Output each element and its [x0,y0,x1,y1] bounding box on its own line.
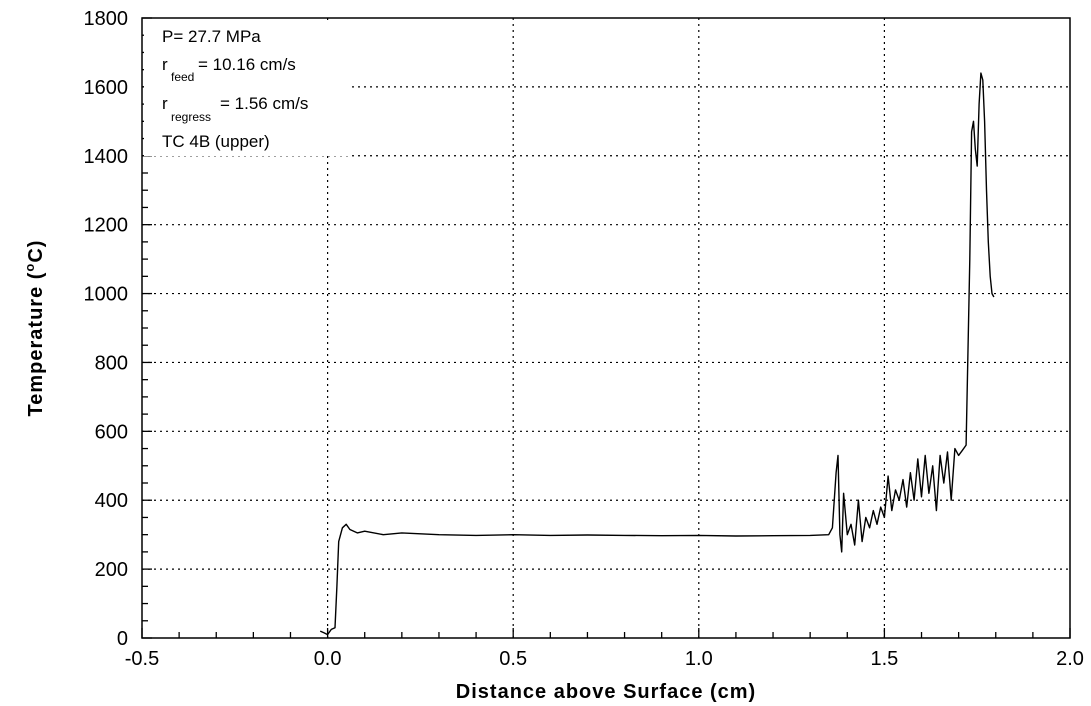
x-tick-label: 0.5 [499,648,527,670]
annotation-r-regress-value: = 1.56 cm/s [220,94,308,113]
x-tick-label: 2.0 [1056,648,1084,670]
y-tick-label: 1600 [84,77,129,99]
y-tick-label: 1400 [84,146,129,168]
annotation-r-feed: r [162,55,168,74]
annotation-block: P= 27.7 MPa r feed = 10.16 cm/s r regres… [162,27,308,151]
annotation-r-feed-value: = 10.16 cm/s [198,55,296,74]
x-tick-label: 0.0 [314,648,342,670]
y-axis-title: Temperature (oC) [22,240,47,417]
annotation-pressure: P= 27.7 MPa [162,27,261,46]
y-axis-title-superscript: o [22,263,37,272]
annotation-r-feed-subscript: feed [171,70,194,84]
y-tick-label: 0 [117,628,128,650]
annotation-r-regress-subscript: regress [171,110,211,124]
x-tick-label: 1.5 [870,648,898,670]
series-line-temperature [319,72,995,636]
annotation-r-feed-symbol: r [162,55,168,74]
x-tick-label: -0.5 [125,648,159,670]
annotation-thermocouple: TC 4B (upper) [162,132,270,151]
axis-ticks [141,17,1071,639]
x-tick-label: 1.0 [685,648,713,670]
x-axis-title: Distance above Surface (cm) [456,681,756,703]
y-axis-title-main: Temperature ( [25,272,47,417]
y-axis-title-end: C) [25,240,47,263]
y-tick-label: 800 [95,352,128,374]
y-tick-label: 1000 [84,284,129,306]
y-tick-label: 1800 [84,8,129,30]
y-tick-label: 600 [95,421,128,443]
y-tick-label: 1200 [84,215,129,237]
annotation-r-regress-symbol: r [162,94,168,113]
annotation-background [144,20,349,156]
x-axis-tick-labels: -0.5 0.0 0.5 1.0 1.5 2.0 [125,648,1084,670]
annotation-r-regress: r [162,94,168,113]
y-tick-label: 400 [95,490,128,512]
y-axis-tick-labels: 0 200 400 600 800 1000 1200 1400 1600 1800 [84,8,129,650]
y-tick-label: 200 [95,559,128,581]
